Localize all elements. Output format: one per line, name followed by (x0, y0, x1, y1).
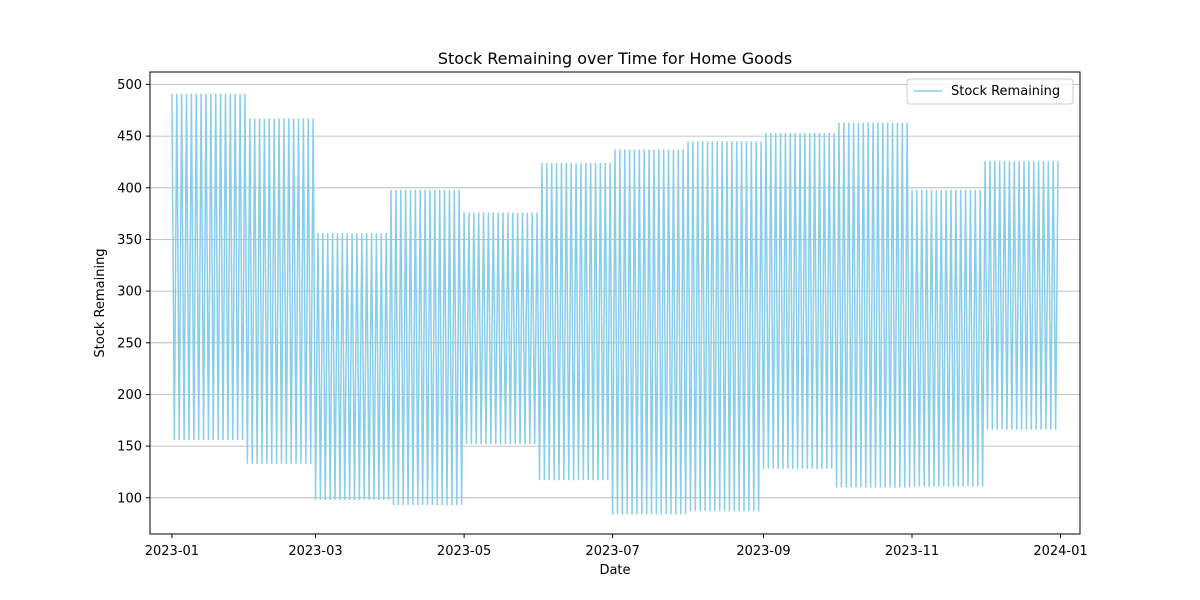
y-tick-label-400: 400 (117, 181, 142, 196)
y-tick-label-450: 450 (117, 130, 142, 145)
series-line-0 (171, 93, 1059, 515)
y-tick-label-250: 250 (117, 336, 142, 351)
x-axis-label: Date (599, 563, 630, 578)
y-tick-label-350: 350 (117, 233, 142, 248)
x-axis: 2023-01 2023-03 2023-05 2023-07 2023-09 2023-… (145, 534, 1088, 559)
x-tick-label-2023-05: 2023-05 (437, 544, 491, 559)
y-tick-label-200: 200 (117, 388, 142, 403)
x-tick-label-2023-03: 2023-03 (288, 544, 342, 559)
y-axis: 100 150 200 250 300 350 400 450 500 (117, 78, 150, 506)
y-axis-label: Stock Remaining (93, 248, 108, 357)
legend-entry-stock-remaining: Stock Remaining (951, 84, 1060, 99)
chart-title: Stock Remaining over Time for Home Goods (438, 49, 792, 68)
y-tick-label-500: 500 (117, 78, 142, 93)
x-tick-label-2023-09: 2023-09 (736, 544, 790, 559)
legend-box (906, 78, 1074, 105)
legend: Stock Remaining (906, 78, 1074, 105)
x-tick-label-2023-07: 2023-07 (585, 544, 639, 559)
series-stock-remaining (171, 93, 1059, 515)
x-tick-label-2023-11: 2023-11 (885, 544, 939, 559)
plot-frame (149, 71, 1081, 535)
y-tick-label-100: 100 (117, 491, 142, 506)
y-tick-label-300: 300 (117, 285, 142, 300)
y-tick-label-150: 150 (117, 440, 142, 455)
x-tick-label-2023-01: 2023-01 (145, 544, 199, 559)
x-tick-label-2024-01: 2024-01 (1033, 544, 1087, 559)
